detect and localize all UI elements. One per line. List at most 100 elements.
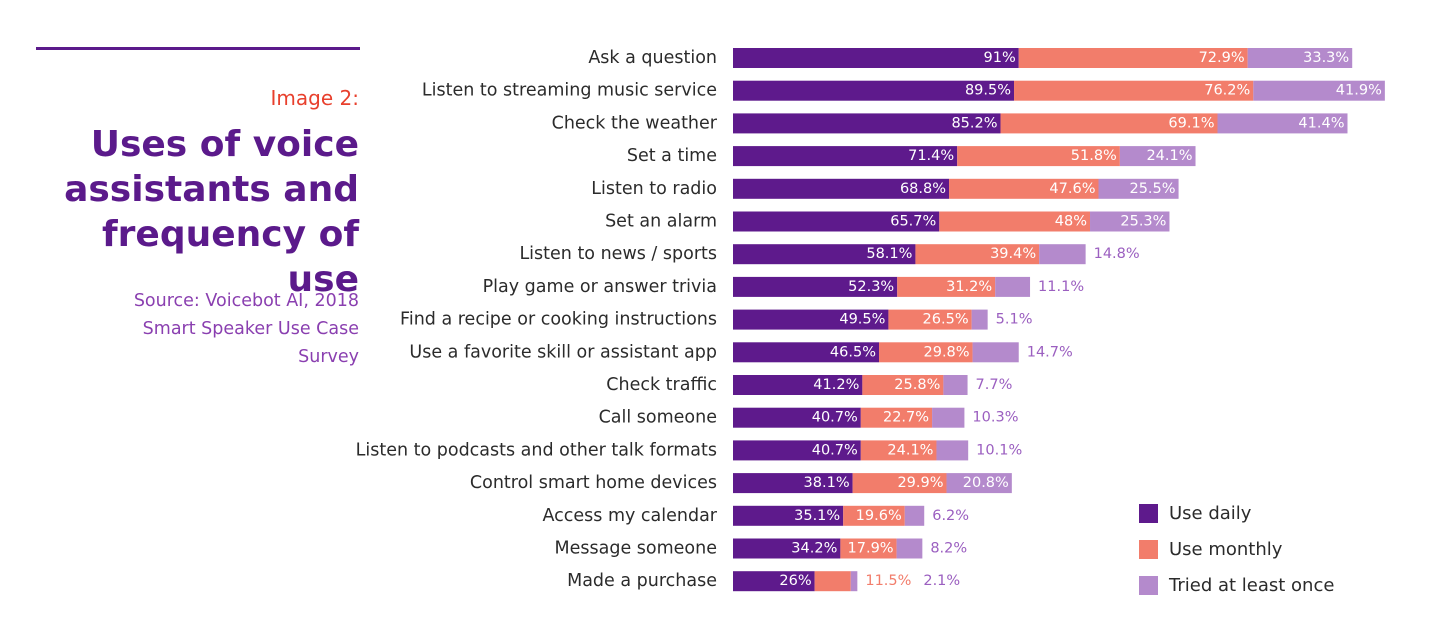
bar-segment-once [995,276,1031,297]
bar-segment-daily [733,80,1015,101]
bar-segment-daily [733,407,861,428]
data-label-once: 24.1% [1146,148,1192,164]
category-label: Ask a question [588,48,717,68]
bar-segment-once [946,473,1012,494]
bar-segment-once [1247,48,1353,68]
bar-segment-monthly [957,146,1120,167]
bar-segment-daily [733,276,898,297]
legend-item-monthly: Use monthly [1139,531,1334,567]
legend-label-daily: Use daily [1169,502,1252,524]
bar-segment-monthly [949,178,1099,199]
data-label-monthly: 76.2% [1204,83,1250,99]
data-label-once: 2.1% [923,573,960,589]
data-label-once: 33.3% [1303,50,1349,66]
bar-segment-once [1039,244,1086,265]
data-label-once: 10.1% [976,442,1022,458]
data-label-daily: 91% [984,50,1016,66]
bar-segment-once [850,571,858,592]
bar-segment-daily [733,505,844,526]
bar-segment-monthly [852,473,947,494]
data-label-monthly: 31.2% [946,279,992,295]
category-label: Listen to podcasts and other talk format… [356,440,717,460]
bar-segment-once [972,342,1019,363]
bar-segment-daily [733,48,1019,68]
legend-swatch-once [1139,575,1158,595]
data-label-once: 5.1% [996,312,1033,328]
bar-segment-monthly [888,309,972,330]
data-label-daily: 49.5% [839,312,885,328]
category-label: Use a favorite skill or assistant app [409,342,717,362]
bar-segment-daily [733,571,815,592]
bar-segment-daily [733,309,889,330]
bar-segment-daily [733,211,940,232]
bar-segment-once [1217,113,1348,134]
data-label-daily: 89.5% [965,83,1011,99]
category-label: Check traffic [606,375,717,395]
data-label-once: 20.8% [963,475,1009,491]
data-label-daily: 71.4% [908,148,954,164]
bar-segment-monthly [915,244,1040,265]
category-label: Call someone [599,408,717,428]
category-label: Find a recipe or cooking instructions [400,310,717,330]
bar-segment-daily [733,342,880,363]
legend-item-daily: Use daily [1139,495,1334,531]
data-label-daily: 41.2% [813,377,859,393]
bar-segment-monthly [860,407,933,428]
data-label-once: 25.5% [1129,181,1175,197]
chart-title: Uses of voice assistants and frequency o… [64,124,359,300]
bar-segment-daily [733,473,853,494]
bar-segment-monthly [939,211,1091,232]
bar-segment-monthly [862,375,944,395]
bar-segment-once [943,375,968,395]
data-label-monthly: 26.5% [923,312,969,328]
legend: Use daily Use monthly Tried at least onc… [1139,495,1334,603]
category-label: Play game or answer trivia [483,277,717,297]
figure-label: Image 2: [270,86,359,110]
data-label-monthly: 39.4% [990,246,1036,262]
category-label: Message someone [555,539,717,559]
data-label-monthly: 51.8% [1071,148,1117,164]
bar-segment-monthly [1000,113,1218,134]
bar-segment-daily [733,440,861,461]
data-label-monthly: 48% [1055,214,1087,230]
category-label: Made a purchase [567,571,717,591]
data-label-daily: 46.5% [830,344,876,360]
data-label-once: 14.8% [1094,246,1140,262]
bar-segment-daily [733,244,916,265]
legend-swatch-monthly [1139,539,1158,559]
data-label-daily: 26% [779,573,811,589]
data-label-monthly: 22.7% [883,410,929,426]
data-label-daily: 40.7% [812,442,858,458]
bar-segment-once [932,407,965,428]
data-label-monthly: 24.1% [887,442,933,458]
data-label-daily: 85.2% [951,115,997,131]
data-label-once: 7.7% [976,377,1013,393]
data-label-once: 14.7% [1027,344,1073,360]
data-label-once: 41.4% [1298,115,1344,131]
bar-segment-once [1098,178,1179,199]
data-label-monthly: 29.8% [924,344,970,360]
bar-segment-once [936,440,969,461]
data-label-monthly: 11.5% [865,573,911,589]
category-label: Listen to streaming music service [422,81,717,101]
data-label-monthly: 72.9% [1199,50,1245,66]
legend-label-once: Tried at least once [1169,574,1335,596]
bar-segment-daily [733,146,958,167]
data-label-monthly: 47.6% [1049,181,1095,197]
data-label-daily: 34.2% [791,541,837,557]
source-note: Source: Voicebot AI, 2018 Smart Speaker … [133,291,359,367]
data-label-once: 41.9% [1336,83,1382,99]
data-label-monthly: 29.9% [897,475,943,491]
data-label-daily: 38.1% [804,475,850,491]
bar-segment-monthly [879,342,973,363]
category-label: Access my calendar [542,506,717,526]
data-label-monthly: 17.9% [848,541,894,557]
data-label-monthly: 25.8% [894,377,940,393]
category-label: Set a time [627,146,717,166]
data-label-once: 8.2% [930,541,967,557]
bar-segment-monthly [1014,80,1254,101]
data-label-monthly: 69.1% [1168,115,1214,131]
bar-segment-once [904,505,925,526]
data-label-once: 6.2% [932,508,969,524]
